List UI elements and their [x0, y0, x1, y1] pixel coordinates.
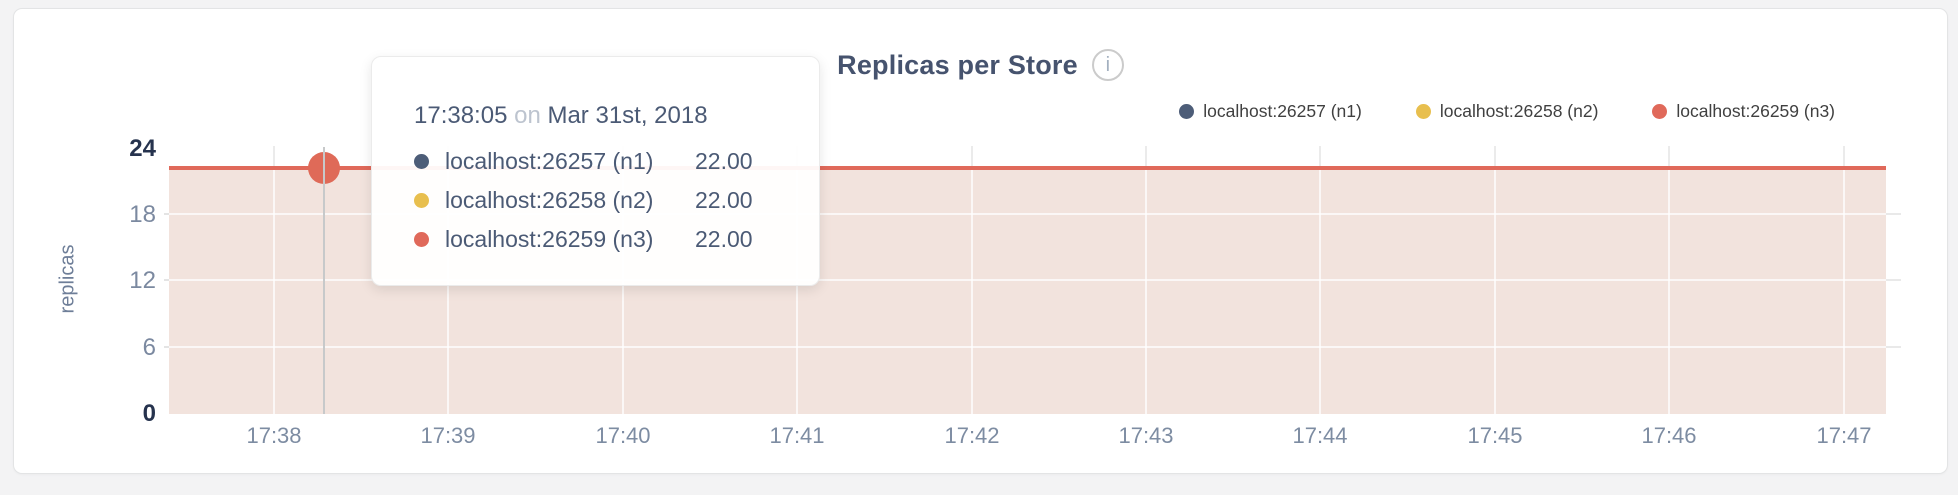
legend-item-n1[interactable]: localhost:26257 (n1): [1179, 101, 1362, 122]
tooltip-row: localhost:26259 (n3) 22.00: [414, 220, 789, 259]
legend-dot-icon: [1179, 104, 1195, 119]
tooltip-series-name: localhost:26259 (n3): [445, 226, 654, 252]
gridline-vertical: [273, 146, 275, 414]
series-line: [169, 166, 1886, 170]
x-tick: 17:40: [595, 423, 651, 448]
legend: localhost:26257 (n1) localhost:26258 (n2…: [1179, 101, 1835, 122]
x-tick: 17:41: [769, 423, 825, 448]
x-tick: 17:39: [420, 423, 476, 448]
y-tick: 12: [129, 267, 156, 294]
chart-header: Replicas per Store i: [14, 49, 1947, 81]
plot-area[interactable]: 24 18 12 6 0 replicas 17:38 17:39 17:40 …: [14, 9, 1958, 495]
tooltip-row: localhost:26257 (n1) 22.00: [414, 142, 789, 181]
x-tick: 17:46: [1641, 423, 1697, 448]
tooltip-row: localhost:26258 (n2) 22.00: [414, 181, 789, 220]
x-tick: 17:42: [944, 423, 1000, 448]
y-axis-label: replicas: [56, 244, 79, 314]
series-dot-icon: [414, 232, 429, 247]
gridline-vertical: [1494, 146, 1496, 414]
series-dot-icon: [414, 154, 429, 169]
x-tick: 17:44: [1292, 423, 1348, 448]
gridline-horizontal: [164, 279, 1901, 281]
tooltip-series-name: localhost:26258 (n2): [445, 187, 654, 213]
tooltip-timestamp: 17:38:05 on Mar 31st, 2018: [414, 102, 789, 129]
gridline-vertical: [1843, 146, 1845, 414]
gridline-vertical: [971, 146, 973, 414]
legend-label: localhost:26259 (n3): [1676, 101, 1835, 121]
tooltip-time: 17:38:05: [414, 102, 508, 129]
legend-label: localhost:26257 (n1): [1203, 101, 1362, 121]
tooltip-date: Mar 31st, 2018: [547, 102, 708, 129]
chart-title: Replicas per Store: [837, 49, 1078, 80]
legend-dot-icon: [1652, 104, 1668, 119]
legend-item-n3[interactable]: localhost:26259 (n3): [1652, 101, 1835, 122]
tooltip-connector: on: [514, 102, 541, 129]
legend-label: localhost:26258 (n2): [1439, 101, 1599, 121]
y-tick: 6: [142, 334, 156, 361]
x-tick: 17:45: [1467, 423, 1523, 448]
tooltip-series-name: localhost:26257 (n1): [445, 148, 654, 174]
x-tick: 17:43: [1118, 423, 1174, 448]
legend-item-n2[interactable]: localhost:26258 (n2): [1415, 101, 1599, 122]
x-tick: 17:47: [1816, 423, 1872, 448]
info-icon[interactable]: i: [1091, 49, 1124, 81]
hover-cursor-line: [323, 147, 325, 414]
legend-dot-icon: [1415, 104, 1431, 119]
tooltip-series-value: 22.00: [695, 148, 753, 174]
gridline-horizontal: [164, 346, 1901, 348]
y-tick: 18: [129, 201, 156, 228]
tooltip-series-value: 22.00: [695, 187, 753, 213]
hover-tooltip: 17:38:05 on Mar 31st, 2018 localhost:262…: [371, 56, 820, 286]
gridline-vertical: [1145, 146, 1147, 414]
y-tick: 24: [129, 135, 156, 162]
tooltip-series-value: 22.00: [695, 226, 753, 252]
chart-card: Replicas per Store i localhost:26257 (n1…: [13, 8, 1948, 474]
gridline-vertical: [1668, 146, 1670, 414]
gridline-vertical: [1319, 146, 1321, 414]
x-tick: 17:38: [246, 423, 302, 448]
y-tick: 0: [142, 400, 156, 427]
gridline-horizontal: [164, 213, 1901, 215]
series-dot-icon: [414, 193, 429, 208]
